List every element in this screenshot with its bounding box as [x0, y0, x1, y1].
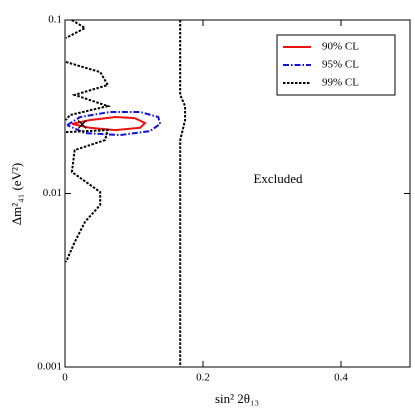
x-axis-label: sin² 2θ₁₃ — [215, 391, 259, 406]
contour-line — [66, 111, 162, 137]
y-tick-label: 0.1 — [48, 14, 62, 26]
x-tick-label: 0.2 — [196, 372, 210, 384]
contour-line — [71, 115, 147, 132]
x-tick-label: 0 — [62, 372, 68, 384]
x-tick-label: 0.4 — [334, 372, 348, 384]
contour-line — [65, 19, 187, 367]
y-axis-label: Δm²₄₁ (eV²) — [9, 163, 24, 225]
legend-label: 99% CL — [322, 77, 359, 89]
legend-label: 95% CL — [322, 59, 359, 71]
y-tick-label: 0.01 — [43, 187, 62, 199]
y-tick-label: 0.001 — [37, 361, 62, 373]
legend-label: 90% CL — [322, 41, 359, 53]
best-fit-marker — [77, 120, 87, 129]
annotation: Excluded — [253, 171, 303, 186]
